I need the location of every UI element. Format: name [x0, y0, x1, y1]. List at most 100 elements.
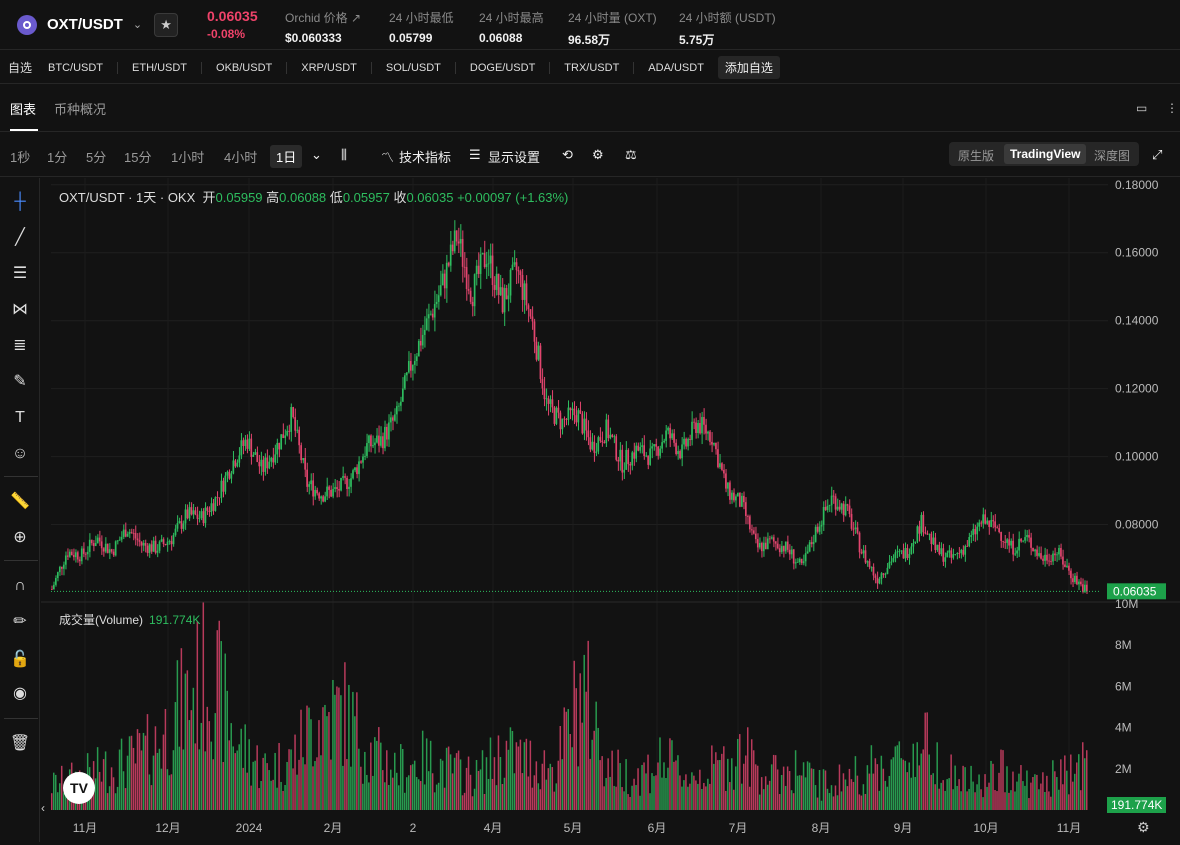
fav-item-btc[interactable]: BTC/USDT [32, 61, 119, 74]
candle-body [587, 430, 590, 438]
interval-1d[interactable]: 1日 [270, 145, 303, 168]
volume-bar [230, 723, 232, 810]
fav-item-ada[interactable]: ADA/USDT [648, 61, 704, 74]
lock-drawing-icon[interactable]: ✏ [13, 613, 27, 630]
view-depth[interactable]: 深度图 [1094, 149, 1131, 163]
candle-body [627, 449, 630, 465]
pattern-icon[interactable]: ⋈ [12, 301, 28, 318]
fav-item-trx[interactable]: TRX/USDT [550, 61, 635, 74]
volume-bar [862, 784, 865, 810]
volume-bar [160, 768, 163, 810]
volume-bar [364, 751, 366, 810]
interval-4h[interactable]: 4小时 [224, 150, 258, 165]
display-settings-icon[interactable]: ☰ [469, 147, 481, 162]
interval-1m[interactable]: 1分 [47, 150, 68, 165]
fav-item-doge[interactable]: DOGE/USDT [456, 61, 551, 74]
candle-type-icon[interactable]: ⫼ [341, 147, 347, 162]
volume-bar [491, 778, 494, 810]
fav-item-eth[interactable]: ETH/USDT [118, 61, 203, 74]
volume-bar [487, 778, 490, 810]
candle-body [583, 418, 586, 434]
volume-bar [920, 753, 922, 810]
candle-body [848, 505, 851, 514]
volume-bar [782, 766, 785, 810]
volume-bar [541, 763, 544, 810]
interval-5m[interactable]: 5分 [86, 150, 107, 165]
volume-bar [587, 640, 589, 810]
fav-item-sol[interactable]: SOL/USDT [372, 61, 456, 74]
candle-body [114, 541, 117, 556]
emoji-icon[interactable]: ☺ [11, 445, 29, 462]
candle-body [451, 244, 454, 252]
candle-body [380, 436, 382, 446]
candle-body [549, 399, 552, 404]
compare-scale-icon[interactable]: ⚖ [625, 147, 637, 162]
refresh-icon[interactable]: ⟲ [562, 147, 573, 162]
volume-bar [691, 772, 693, 810]
tab-chart[interactable]: 图表 [10, 102, 37, 117]
brush-icon[interactable]: ✎ [13, 373, 27, 390]
candle-body [605, 419, 608, 444]
volume-bar [926, 712, 928, 810]
crosshair-icon[interactable]: ┼ [14, 193, 26, 210]
volume-bar [415, 777, 418, 810]
candle-body [1022, 540, 1024, 542]
indicators-button[interactable]: 技术指标 [399, 150, 452, 165]
view-tradingview[interactable]: TradingView [1004, 144, 1087, 164]
horizontal-lines-icon[interactable]: ☰ [12, 265, 28, 282]
fav-item-xrp[interactable]: XRP/USDT [287, 61, 372, 74]
volume-bar [1016, 781, 1018, 810]
tab-coin-overview[interactable]: 币种概况 [54, 102, 107, 117]
volume-bar [453, 757, 456, 810]
candle-body [832, 495, 835, 497]
fav-item-okb[interactable]: OKB/USDT [202, 61, 288, 74]
volume-bar [222, 762, 224, 810]
volume-bar [228, 740, 230, 810]
more-icon[interactable]: ⋮ [1166, 101, 1178, 115]
candle-body [158, 541, 161, 551]
candle-body [1034, 549, 1036, 552]
zoom-in-icon[interactable]: ⊕ [13, 529, 27, 546]
ruler-icon[interactable]: 📏 [10, 493, 30, 510]
volume-bar [980, 789, 982, 810]
display-settings-button[interactable]: 显示设置 [488, 150, 541, 165]
add-favorite-button[interactable]: 添加自选 [717, 56, 780, 79]
settings-gear-icon[interactable]: ⚙ [592, 147, 604, 162]
candle-body [609, 434, 612, 439]
chevron-down-icon[interactable]: ⌄ [132, 19, 143, 31]
text-tool-icon[interactable]: T [15, 409, 25, 426]
fib-icon[interactable]: ≣ [13, 337, 27, 354]
magnet-icon[interactable]: ∩ [14, 577, 26, 594]
price-chart-svg[interactable]: 0.18000 0.16000 0.14000 0.12000 0.10000 0.080… [41, 178, 1180, 842]
candle-body [651, 446, 653, 449]
layout-window-icon[interactable]: ▭ [1136, 101, 1148, 115]
volume-bar [876, 764, 879, 810]
interval-15m[interactable]: 15分 [124, 150, 152, 165]
candle-body [731, 492, 733, 500]
tradingview-logo[interactable]: TV [63, 772, 95, 804]
fullscreen-icon[interactable]: ⤢ [1152, 147, 1163, 162]
candle-body [340, 477, 342, 491]
candle-body [449, 244, 452, 266]
volume-bar [1060, 759, 1062, 810]
view-native[interactable]: 原生版 [958, 149, 995, 163]
stat-orchid-price[interactable]: Orchid 价格 ↗ $0.060333 [285, 11, 362, 45]
unlock-icon[interactable]: 🔓 [10, 651, 30, 668]
trash-icon[interactable]: 🗑 [9, 735, 31, 752]
interval-1h[interactable]: 1小时 [171, 150, 205, 165]
trend-line-icon[interactable]: ╱ [15, 229, 25, 246]
volume-bar [1044, 791, 1046, 810]
chart-area[interactable]: 0.18000 0.16000 0.14000 0.12000 0.10000 0.080… [41, 178, 1180, 842]
candle-body [374, 442, 376, 446]
volume-bar [962, 765, 964, 810]
candle-body [314, 489, 316, 497]
interval-1s[interactable]: 1秒 [10, 150, 31, 165]
interval-dropdown-chevron-icon[interactable]: ⌄ [311, 147, 322, 162]
volume-bar [902, 759, 905, 810]
candle-body [473, 274, 476, 307]
favorite-star-button[interactable]: ★ [154, 12, 179, 37]
visibility-eye-icon[interactable]: ◉ [13, 685, 27, 702]
indicators-icon[interactable]: 〽 [381, 150, 395, 165]
candle-body [683, 438, 685, 445]
pair-selector[interactable]: OXT/USDT [47, 16, 123, 33]
